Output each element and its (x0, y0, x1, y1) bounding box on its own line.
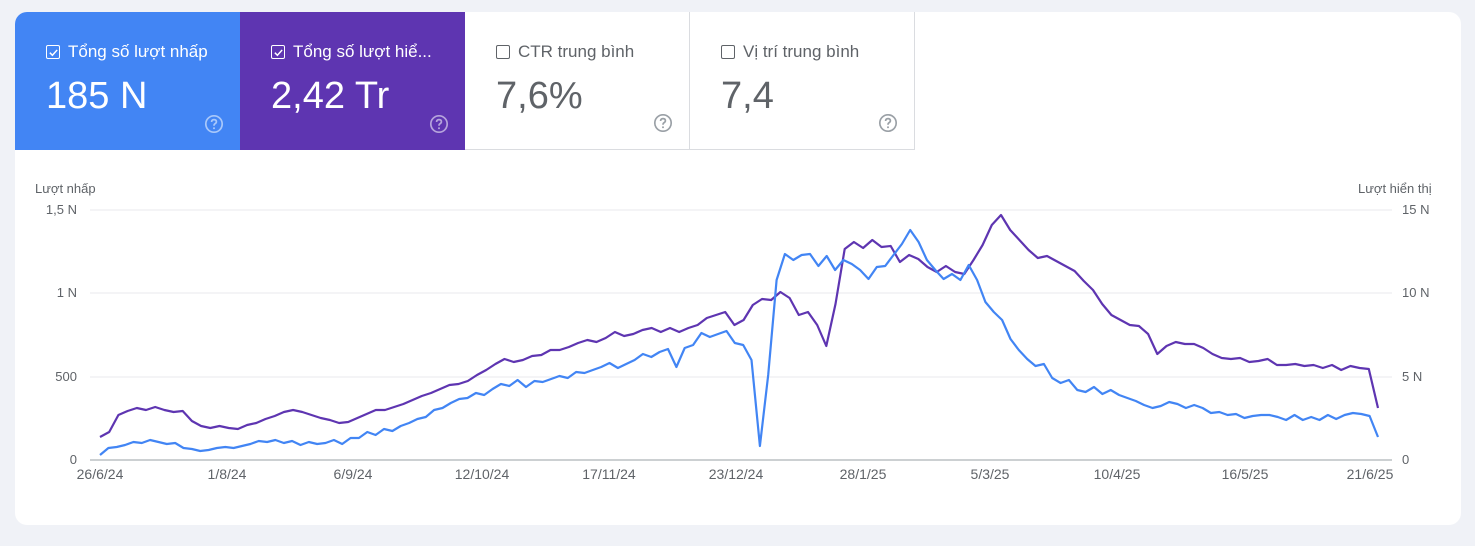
checkbox-unchecked-icon[interactable] (721, 45, 735, 59)
help-circle-icon[interactable] (204, 114, 224, 134)
metric-label: Tổng số lượt hiể... (293, 42, 432, 61)
metric-value: 7,6% (496, 75, 583, 117)
help-circle-icon[interactable] (878, 113, 898, 133)
help-circle-icon[interactable] (653, 113, 673, 133)
help-circle-icon[interactable] (429, 114, 449, 134)
performance-card: Tổng số lượt nhấp 185 N Tổng số lượt hiể… (15, 12, 1461, 525)
metric-label: Vị trí trung bình (743, 42, 860, 61)
metric-value: 2,42 Tr (271, 75, 390, 117)
metric-label-row: Tổng số lượt nhấp (46, 42, 208, 62)
metric-label: CTR trung bình (518, 42, 635, 61)
metric-tabs: Tổng số lượt nhấp 185 N Tổng số lượt hiể… (15, 12, 915, 150)
metric-value: 7,4 (721, 75, 774, 117)
metric-label: Tổng số lượt nhấp (68, 42, 208, 61)
metric-total-clicks[interactable]: Tổng số lượt nhấp 185 N (15, 12, 240, 150)
checkbox-unchecked-icon[interactable] (496, 45, 510, 59)
metric-average-position[interactable]: Vị trí trung bình 7,4 (690, 12, 915, 150)
metric-label-row: Vị trí trung bình (721, 42, 859, 62)
metric-label-row: Tổng số lượt hiể... (271, 42, 432, 62)
metric-value: 185 N (46, 75, 148, 117)
metric-average-ctr[interactable]: CTR trung bình 7,6% (465, 12, 690, 150)
metric-total-impressions[interactable]: Tổng số lượt hiể... 2,42 Tr (240, 12, 465, 150)
checkbox-checked-icon[interactable] (46, 45, 60, 59)
metric-label-row: CTR trung bình (496, 42, 634, 62)
checkbox-checked-icon[interactable] (271, 45, 285, 59)
